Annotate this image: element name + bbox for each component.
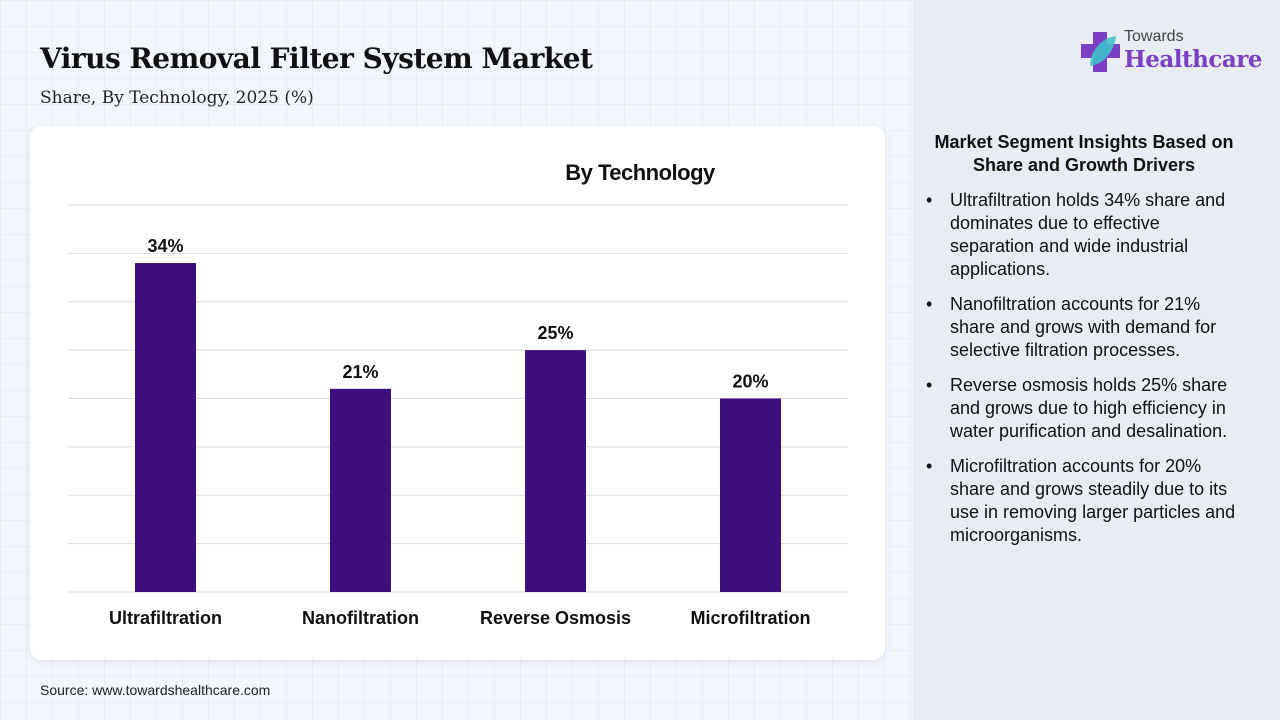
insight-item: Microfiltration accounts for 20% share a… [926,455,1246,547]
data-label: 34% [147,236,183,256]
insights-list: Ultrafiltration holds 34% share and domi… [926,189,1246,559]
bar [135,263,196,592]
x-tick-label: Ultrafiltration [109,608,222,628]
data-label: 20% [732,372,768,392]
page-subtitle: Share, By Technology, 2025 (%) [40,88,314,108]
bar [330,388,391,592]
healthcare-cross-icon [1081,32,1120,72]
x-tick-label: Reverse Osmosis [480,608,631,628]
data-label: 21% [342,362,378,382]
insight-item: Reverse osmosis holds 25% share and grow… [926,374,1246,443]
bar-chart: 34% Ultrafiltration 21% Nanofiltration 25% Re… [68,204,848,628]
insight-item: Nanofiltration accounts for 21% share an… [926,293,1246,362]
bar [525,350,586,592]
bar [720,398,781,592]
insight-item: Ultrafiltration holds 34% share and domi… [926,189,1246,281]
data-label: 25% [537,323,573,343]
source-text: Source: www.towardshealthcare.com [40,682,271,698]
chart-title: By Technology [565,160,715,185]
logo-line1: Towards [1124,28,1184,45]
x-tick-label: Nanofiltration [302,608,419,628]
insights-title: Market Segment Insights Based on Share a… [934,132,1234,175]
logo: Towards Healthcare [1080,28,1263,78]
logo-line2: Healthcare [1124,46,1263,73]
x-tick-label: Microfiltration [691,608,811,628]
page-title: Virus Removal Filter System Market [40,42,593,75]
